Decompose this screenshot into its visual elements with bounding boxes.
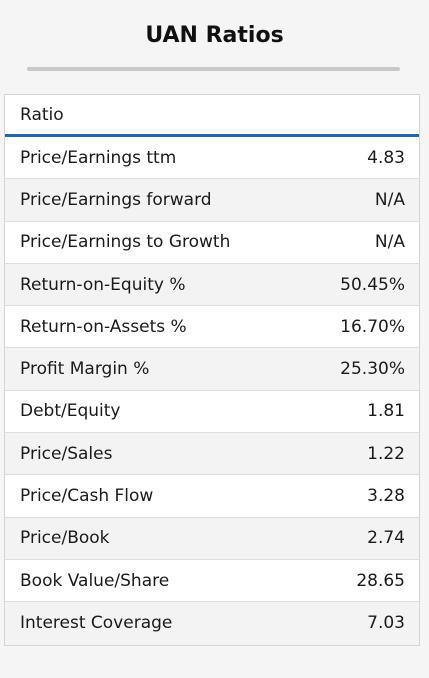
ratio-value: 3.28 xyxy=(367,486,405,507)
ratio-label: Book Value/Share xyxy=(20,570,170,591)
ratio-value: 4.83 xyxy=(367,147,405,168)
ratio-label: Price/Cash Flow xyxy=(20,486,154,507)
table-row: Debt/Equity 1.81 xyxy=(5,391,419,434)
title-divider xyxy=(27,67,400,71)
ratio-value: 1.81 xyxy=(367,401,405,422)
ratio-value: 1.22 xyxy=(367,443,405,464)
table-row: Price/Earnings to Growth N/A xyxy=(5,222,419,264)
ratio-label: Return-on-Equity % xyxy=(20,274,186,295)
column-header-ratio: Ratio xyxy=(20,104,64,125)
ratio-value: 25.30% xyxy=(340,359,405,380)
ratios-table: Ratio Price/Earnings ttm 4.83 Price/Earn… xyxy=(4,94,420,646)
table-row: Book Value/Share 28.65 xyxy=(5,560,419,603)
ratio-value: N/A xyxy=(374,189,405,210)
table-row: Return-on-Equity % 50.45% xyxy=(5,263,419,307)
ratio-label: Return-on-Assets % xyxy=(20,316,187,337)
ratio-label: Price/Sales xyxy=(20,443,113,464)
ratio-value: 2.74 xyxy=(367,528,405,549)
table-row: Price/Sales 1.22 xyxy=(5,433,419,476)
table-row: Price/Book 2.74 xyxy=(5,517,419,560)
table-row: Interest Coverage 7.03 xyxy=(5,602,419,645)
ratio-label: Profit Margin % xyxy=(20,359,150,380)
ratio-value: 7.03 xyxy=(367,613,405,634)
ratio-value: 16.70% xyxy=(340,316,405,337)
table-row: Return-on-Assets % 16.70% xyxy=(5,306,419,349)
table-row: Price/Earnings forward N/A xyxy=(5,179,419,222)
ratio-label: Interest Coverage xyxy=(20,613,173,634)
table-row: Profit Margin % 25.30% xyxy=(5,348,419,391)
ratio-label: Price/Earnings to Growth xyxy=(20,232,231,253)
ratio-label: Price/Book xyxy=(20,528,110,549)
ratio-label: Price/Earnings forward xyxy=(20,189,212,210)
table-row: Price/Earnings ttm 4.83 xyxy=(5,137,419,180)
table-row: Price/Cash Flow 3.28 xyxy=(5,475,419,518)
ratio-value: N/A xyxy=(374,232,405,253)
page-title: UAN Ratios xyxy=(145,23,284,48)
ratio-value: 28.65 xyxy=(356,570,405,591)
ratio-label: Price/Earnings ttm xyxy=(20,147,177,168)
ratio-value: 50.45% xyxy=(340,274,405,295)
table-header: Ratio xyxy=(5,95,419,137)
ratio-label: Debt/Equity xyxy=(20,401,121,422)
